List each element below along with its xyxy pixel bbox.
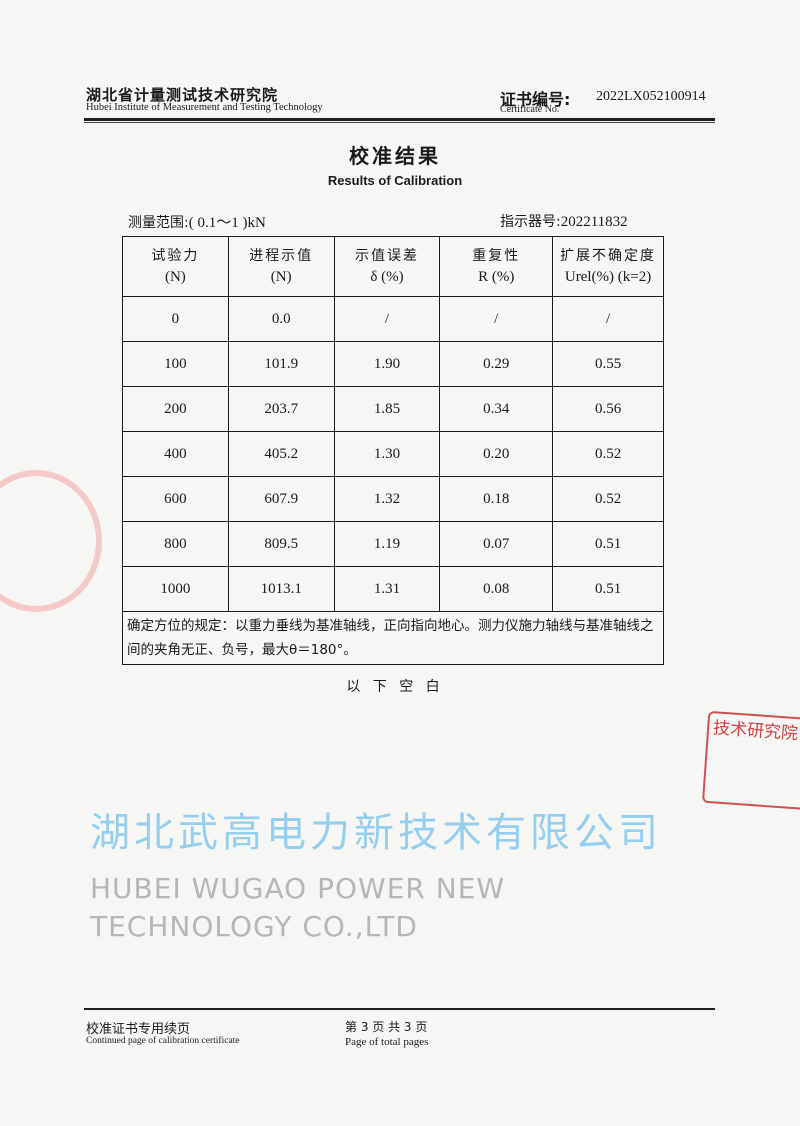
watermark-cn: 湖北武高电力新技术有限公司 <box>90 810 662 856</box>
table-cell: 0.08 <box>439 566 554 612</box>
table-row: 800 809.5 1.19 0.07 0.51 <box>122 521 664 567</box>
table-row: 0 0.0// / <box>122 296 664 342</box>
table-cell: 0.0 <box>227 296 335 342</box>
table-cell: 1.19 <box>333 521 441 567</box>
header-line1: 进程示值 <box>249 247 314 264</box>
header-line2: (N) <box>164 268 186 285</box>
calibration-results-table: 试验力 (N) 进程示值 (N) 示值误差 δ (%) 重复性 R (%) 扩展不确定度 Urel… <box>122 236 664 665</box>
page-title-cn: 校准结果 <box>349 144 441 168</box>
table-cell: 100 <box>122 341 229 387</box>
institute-name-cn: 湖北省计量测试技术研究院 <box>86 86 279 104</box>
table-cell: 1.30 <box>333 431 441 477</box>
table-cell: / <box>439 296 554 342</box>
table-cell: 0.52 <box>552 431 664 477</box>
range-label: 测量范围: <box>128 215 189 231</box>
header-line2: Urel(%) (k=2) <box>564 268 652 285</box>
table-cell: 0.51 <box>552 566 664 612</box>
column-header: 试验力 (N) <box>122 236 229 297</box>
indicator-label: 指示器号: <box>500 214 561 230</box>
footer-label-cn: 校准证书专用续页 <box>86 1022 191 1037</box>
table-cell: 1000 <box>122 566 229 612</box>
blank-below-notice: 以 下 空 白 <box>346 679 444 695</box>
table-cell: 600 <box>122 476 229 522</box>
table-cell: 400 <box>122 431 229 477</box>
table-cell: 0 <box>122 296 229 342</box>
table-cell: 1.31 <box>333 566 441 612</box>
footer-label-en: Continued page of calibration certificat… <box>86 1036 240 1046</box>
table-cell: 101.9 <box>227 341 335 387</box>
table-cell: 1013.1 <box>227 566 335 612</box>
orientation-note: 确定方位的规定：以重力垂线为基准轴线，正向指向地心。测力仪施力轴线与基准轴线之间… <box>122 611 664 665</box>
table-cell: 0.55 <box>552 341 664 387</box>
table-cell: / <box>333 296 441 342</box>
table-cell: 607.9 <box>227 476 335 522</box>
table-cell: 0.56 <box>552 386 664 432</box>
header-line1: 示值误差 <box>354 247 419 264</box>
table-cell: 405.2 <box>227 431 335 477</box>
certificate-label-en: Certificate No. <box>500 104 560 115</box>
header-line1: 扩展不确定度 <box>560 247 657 264</box>
watermark-en: HUBEI WUGAO POWER NEW TECHNOLOGY CO.,LTD <box>90 872 506 943</box>
watermark-logo <box>0 470 102 612</box>
table-row: 400 405.2 1.30 0.20 0.52 <box>122 431 664 477</box>
table-cell: 809.5 <box>227 521 335 567</box>
header-rule-thin <box>84 122 715 123</box>
table-cell: 0.52 <box>552 476 664 522</box>
column-header: 扩展不确定度 Urel(%) (k=2) <box>552 236 664 297</box>
header-line2: R (%) <box>478 268 515 285</box>
indicator-number: 指示器号:202211832 <box>500 211 628 231</box>
table-cell: / <box>552 296 664 342</box>
table-cell: 200 <box>122 386 229 432</box>
header-line1: 试验力 <box>151 247 200 264</box>
table-cell: 0.18 <box>439 476 554 522</box>
table-row: 200 203.7 1.85 0.34 0.56 <box>122 386 664 432</box>
table-row: 1000 1013.1 1.31 0.08 0.51 <box>122 566 664 612</box>
column-header: 示值误差 δ (%) <box>333 236 441 297</box>
table-cell: 800 <box>122 521 229 567</box>
header-line1: 重复性 <box>472 247 521 264</box>
page-title-en: Results of Calibration <box>327 173 463 188</box>
table-cell: 0.29 <box>439 341 554 387</box>
table-cell: 0.07 <box>439 521 554 567</box>
table-cell: 0.51 <box>552 521 664 567</box>
indicator-value: 202211832 <box>560 214 628 230</box>
certificate-number: 2022LX052100914 <box>596 89 706 104</box>
column-header: 重复性 R (%) <box>439 236 554 297</box>
table-cell: 1.32 <box>333 476 441 522</box>
page-number-cn: 第 3 页 共 3 页 <box>345 1020 428 1034</box>
range-value: ( 0.1～1 )kN <box>188 215 266 231</box>
header-rule <box>84 118 715 121</box>
official-seal: 技术研究院 章 <box>701 710 800 812</box>
footer-rule <box>84 1008 715 1010</box>
measurement-range: 测量范围:( 0.1～1 )kN <box>128 211 266 232</box>
header-line2: δ (%) <box>370 268 404 285</box>
institute-name-en: Hubei Institute of Measurement and Testi… <box>86 102 323 113</box>
table-row: 100 101.9 1.90 0.29 0.55 <box>122 341 664 387</box>
table-row: 600 607.9 1.32 0.18 0.52 <box>122 476 664 522</box>
table-cell: 0.34 <box>439 386 554 432</box>
table-cell: 1.90 <box>333 341 441 387</box>
column-header: 进程示值 (N) <box>227 236 335 297</box>
table-cell: 1.85 <box>333 386 441 432</box>
certificate-label-cn: 证书编号: <box>500 90 571 109</box>
table-cell: 0.20 <box>439 431 554 477</box>
table-cell: 203.7 <box>227 386 335 432</box>
header-line2: (N) <box>270 268 292 285</box>
page-number-en: Page of total pages <box>345 1036 429 1048</box>
